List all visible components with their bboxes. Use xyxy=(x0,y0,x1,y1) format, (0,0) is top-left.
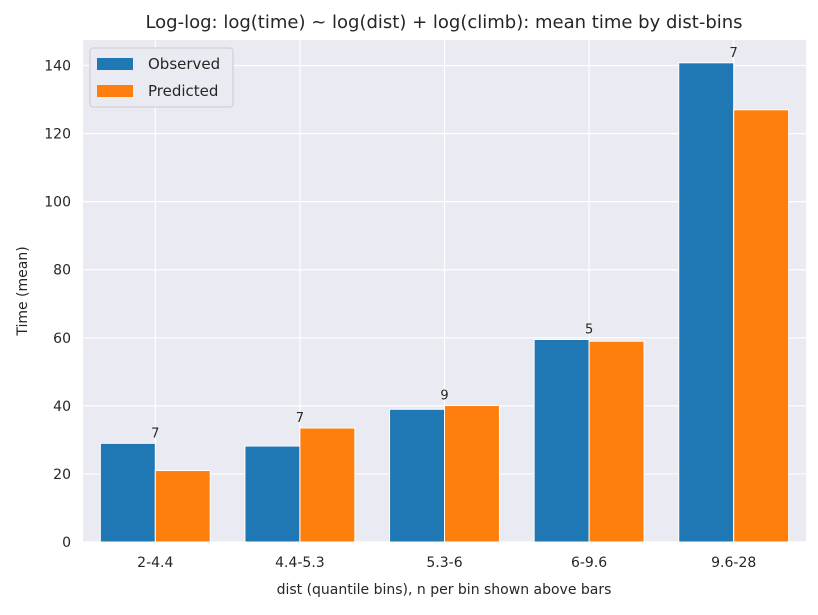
legend-swatch-observed xyxy=(97,58,133,70)
bar-observed-1 xyxy=(244,445,301,543)
bar-predicted-1 xyxy=(299,427,356,543)
y-tick-label: 0 xyxy=(62,535,71,551)
bar-predicted-4 xyxy=(733,109,790,543)
legend: Observed Predicted xyxy=(89,47,234,108)
bin-count-label: 9 xyxy=(440,389,448,404)
bar-observed-0 xyxy=(99,442,156,543)
y-tick-label: 120 xyxy=(44,127,71,143)
x-axis-ticks: 2-4.4 4.4-5.3 5.3-6 6-9.6 9.6-28 xyxy=(137,555,756,571)
x-tick-label: 6-9.6 xyxy=(571,555,607,571)
bar-predicted-0 xyxy=(154,470,211,543)
x-axis-label: dist (quantile bins), n per bin shown ab… xyxy=(277,582,612,598)
y-tick-label: 100 xyxy=(44,195,71,211)
y-axis-label: Time (mean) xyxy=(15,246,31,336)
legend-swatch-predicted xyxy=(97,85,133,97)
chart-title: Log-log: log(time) ~ log(dist) + log(cli… xyxy=(145,12,742,33)
bin-count-labels: 7 7 9 5 7 xyxy=(151,46,738,441)
bar-predicted-2 xyxy=(444,405,500,543)
legend-label-predicted: Predicted xyxy=(148,82,218,100)
bar-observed-3 xyxy=(533,338,590,543)
bin-count-label: 5 xyxy=(585,322,593,337)
bin-count-label: 7 xyxy=(151,426,159,441)
y-tick-label: 140 xyxy=(44,59,71,75)
x-tick-label: 9.6-28 xyxy=(711,555,756,571)
bars xyxy=(99,62,790,543)
y-tick-label: 20 xyxy=(53,467,71,483)
x-tick-label: 4.4-5.3 xyxy=(275,555,325,571)
y-tick-label: 60 xyxy=(53,331,71,347)
bin-count-label: 7 xyxy=(296,411,304,426)
bar-observed-4 xyxy=(678,62,735,543)
y-tick-label: 80 xyxy=(53,263,71,279)
bar-predicted-3 xyxy=(588,340,645,543)
x-tick-label: 2-4.4 xyxy=(137,555,173,571)
y-axis-ticks: 0 20 40 60 80 100 120 140 xyxy=(44,59,71,551)
bar-observed-2 xyxy=(389,408,446,543)
bin-count-label: 7 xyxy=(730,46,738,61)
legend-label-observed: Observed xyxy=(148,55,220,73)
x-tick-label: 5.3-6 xyxy=(426,555,462,571)
y-tick-label: 40 xyxy=(53,399,71,415)
